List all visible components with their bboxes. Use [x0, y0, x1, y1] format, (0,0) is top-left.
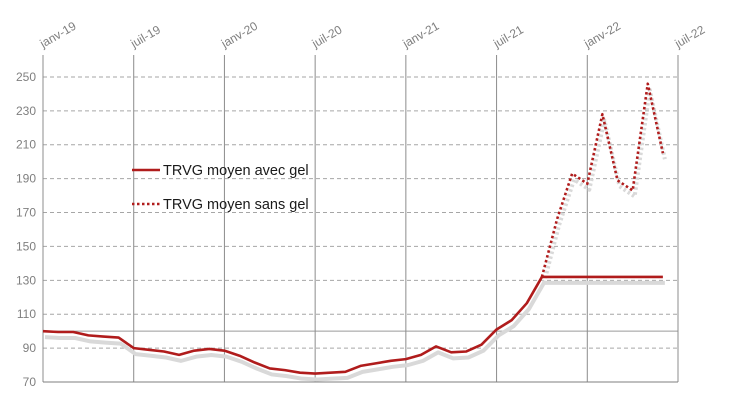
y-tick-label: 70: [23, 375, 37, 389]
y-tick-label: 250: [16, 70, 36, 84]
series-shadow-1: [44, 280, 665, 382]
grid-layer: [42, 55, 679, 382]
legend-label-avec-gel: TRVG moyen avec gel: [163, 163, 309, 179]
series-layer: [42, 82, 665, 375]
legend-label-sans-gel: TRVG moyen sans gel: [163, 197, 309, 213]
y-tick-label: 210: [16, 138, 36, 152]
x-tick-label: janv-19: [37, 19, 79, 51]
series-shadow-layer: [44, 87, 667, 382]
y-tick-label: 110: [17, 307, 36, 321]
legend: TRVG moyen avec gel TRVG moyen sans gel: [132, 163, 309, 213]
y-tick-label: 230: [16, 104, 36, 118]
y-tick-label: 190: [16, 172, 36, 186]
series-line-avec-gel: [42, 275, 663, 375]
y-tick-label: 170: [16, 206, 36, 220]
y-tick-label: 130: [16, 273, 36, 287]
x-tick-label: juil-20: [309, 22, 345, 51]
x-tick-label: juil-22: [672, 22, 708, 51]
x-tick-label: janv-21: [399, 19, 441, 51]
y-tick-label: 150: [16, 239, 36, 253]
axis-layer: 70 90 110 130 150 170 190 210 230 250 janv-19 juil-…: [16, 19, 708, 389]
x-tick-label: juil-19: [127, 22, 163, 51]
x-tick-label: janv-22: [581, 19, 623, 51]
x-tick-label: juil-21: [490, 22, 526, 51]
series-line-sans-gel: [540, 82, 665, 278]
x-tick-label: janv-20: [218, 19, 260, 51]
y-tick-label: 90: [23, 341, 37, 355]
series-shadow-2: [541, 87, 667, 284]
